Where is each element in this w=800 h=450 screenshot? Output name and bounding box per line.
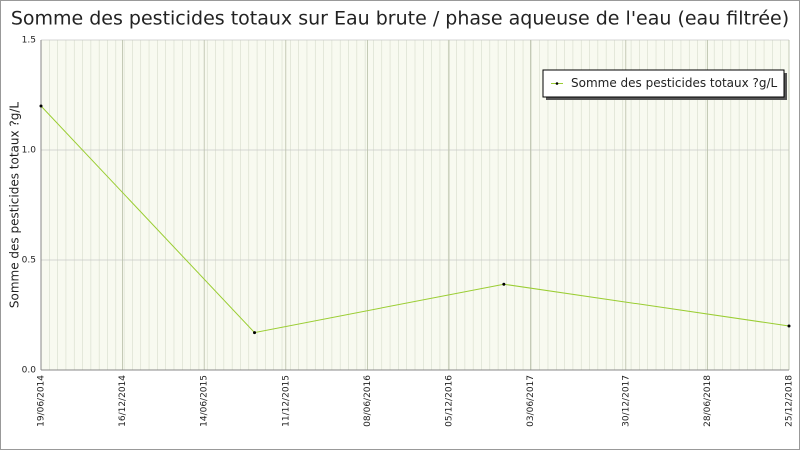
y-tick-label: 0.5: [22, 256, 36, 266]
y-axis-title: Somme des pesticides totaux ?g/L: [8, 102, 22, 309]
data-point: [502, 282, 506, 286]
x-tick-label: 25/12/2018: [785, 375, 795, 427]
x-tick-label: 03/06/2017: [526, 375, 536, 427]
x-tick-label: 11/12/2015: [281, 375, 291, 427]
y-tick-label: 1.5: [22, 36, 36, 46]
data-point: [39, 104, 43, 108]
data-line: [40, 105, 790, 334]
x-tick-label: 28/06/2018: [703, 375, 713, 427]
x-tick-label: 16/12/2014: [118, 375, 128, 427]
data-point: [253, 331, 257, 335]
y-tick-label: 0.0: [22, 366, 37, 376]
legend-marker: [555, 82, 559, 85]
x-tick-label: 08/06/2016: [363, 375, 373, 427]
x-tick-label: 14/06/2015: [200, 375, 210, 427]
data-point: [787, 324, 791, 328]
legend-box: [542, 69, 785, 98]
x-tick-label: 19/06/2014: [37, 375, 47, 427]
y-tick-label: 1.0: [22, 146, 37, 156]
chart-title: Somme des pesticides totaux sur Eau brut…: [11, 8, 789, 30]
x-tick-label: 05/12/2016: [445, 375, 455, 427]
x-tick-label: 30/12/2017: [621, 375, 631, 427]
legend-label: Somme des pesticides totaux ?g/L: [571, 76, 778, 90]
